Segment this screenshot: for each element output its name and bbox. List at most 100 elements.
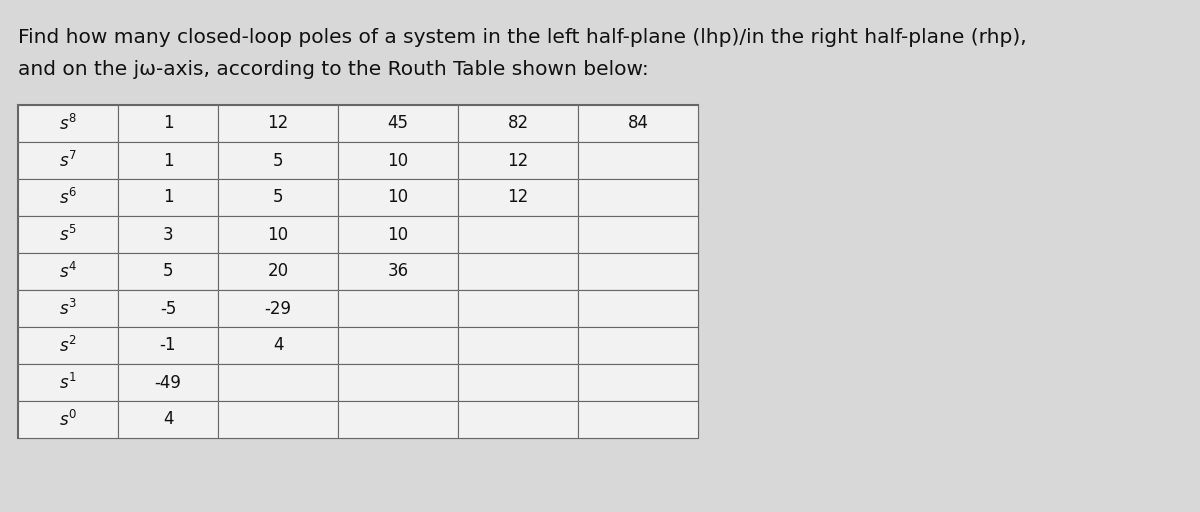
Bar [338, 179, 458, 216]
Bar [458, 179, 578, 216]
Bar [218, 401, 338, 438]
Bar [118, 179, 218, 216]
Bar [118, 105, 218, 142]
Bar [458, 105, 578, 142]
Bar [458, 327, 578, 364]
Bar [218, 179, 338, 216]
Bar [118, 290, 218, 327]
Bar [458, 179, 578, 216]
Text: 10: 10 [388, 225, 408, 244]
Bar [18, 142, 118, 179]
Bar [338, 327, 458, 364]
Bar [18, 142, 118, 179]
Bar [218, 290, 338, 327]
Bar [118, 253, 218, 290]
Bar [458, 401, 578, 438]
Bar [338, 253, 458, 290]
Bar [18, 105, 698, 438]
Bar [118, 253, 218, 290]
Bar [218, 142, 338, 179]
Bar [18, 327, 118, 364]
Bar [338, 364, 458, 401]
Bar [578, 253, 698, 290]
Bar [218, 105, 338, 142]
Bar [118, 401, 218, 438]
Text: 4: 4 [163, 411, 173, 429]
Bar [118, 179, 218, 216]
Bar [118, 142, 218, 179]
Bar [458, 216, 578, 253]
Bar [578, 179, 698, 216]
Text: 3: 3 [163, 225, 173, 244]
Bar [18, 401, 118, 438]
Bar [338, 290, 458, 327]
Text: 1: 1 [163, 188, 173, 206]
Bar [218, 327, 338, 364]
Bar [458, 364, 578, 401]
Bar [118, 327, 218, 364]
Text: 5: 5 [163, 263, 173, 281]
Bar [338, 216, 458, 253]
Bar [338, 142, 458, 179]
Bar [218, 327, 338, 364]
Text: -5: -5 [160, 300, 176, 317]
Bar [338, 290, 458, 327]
Bar [578, 327, 698, 364]
Bar [578, 105, 698, 142]
Bar [18, 179, 118, 216]
Text: 45: 45 [388, 115, 408, 133]
Bar [458, 364, 578, 401]
Bar [18, 364, 118, 401]
Bar [118, 327, 218, 364]
Bar [578, 401, 698, 438]
Text: 1: 1 [163, 152, 173, 169]
Bar [578, 364, 698, 401]
Bar [218, 105, 338, 142]
Bar [18, 216, 118, 253]
Text: Find how many closed-loop poles of a system in the left half-plane (lhp)/in the : Find how many closed-loop poles of a sys… [18, 28, 1027, 47]
Bar [118, 290, 218, 327]
Bar [338, 253, 458, 290]
Text: 1: 1 [163, 115, 173, 133]
Text: 12: 12 [268, 115, 289, 133]
Bar [458, 253, 578, 290]
Bar [218, 290, 338, 327]
Bar [18, 290, 118, 327]
Bar [218, 364, 338, 401]
Bar [18, 216, 118, 253]
Text: and on the jω-axis, according to the Routh Table shown below:: and on the jω-axis, according to the Rou… [18, 60, 649, 79]
Bar [458, 142, 578, 179]
Bar [338, 401, 458, 438]
Bar [18, 364, 118, 401]
Text: $s^2$: $s^2$ [59, 335, 77, 355]
Bar [458, 290, 578, 327]
Bar [18, 253, 118, 290]
Text: $s^4$: $s^4$ [59, 262, 77, 282]
Bar [458, 290, 578, 327]
Bar [578, 179, 698, 216]
Bar [218, 216, 338, 253]
Bar [578, 216, 698, 253]
Text: $s^1$: $s^1$ [59, 372, 77, 393]
Bar [218, 401, 338, 438]
Bar [578, 216, 698, 253]
Bar [118, 364, 218, 401]
Bar [118, 216, 218, 253]
Text: 12: 12 [508, 188, 529, 206]
Text: -49: -49 [155, 373, 181, 392]
Text: -1: -1 [160, 336, 176, 354]
Bar [18, 401, 118, 438]
Bar [18, 253, 118, 290]
Bar [458, 327, 578, 364]
Bar [18, 327, 118, 364]
Bar [118, 142, 218, 179]
Bar [578, 364, 698, 401]
Bar [338, 216, 458, 253]
Bar [578, 290, 698, 327]
Bar [218, 364, 338, 401]
Bar [578, 327, 698, 364]
Text: $s^0$: $s^0$ [59, 410, 77, 430]
Text: 36: 36 [388, 263, 408, 281]
Text: 10: 10 [388, 152, 408, 169]
Bar [338, 364, 458, 401]
